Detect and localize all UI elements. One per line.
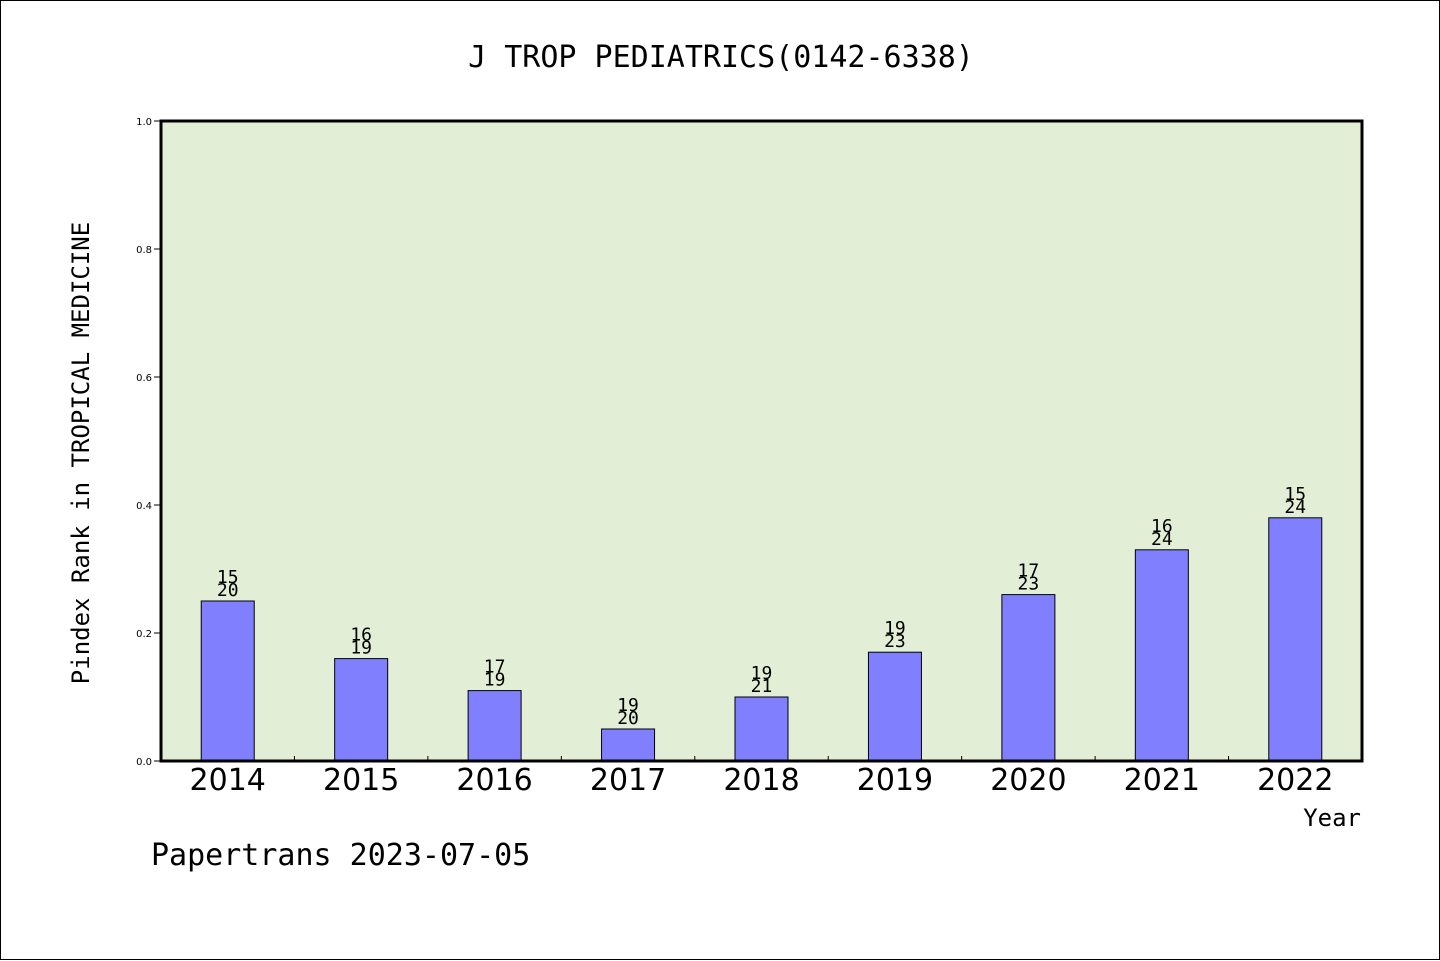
bar-rank-label: 17 (1018, 561, 1040, 582)
x-tick-label: 2017 (590, 763, 666, 798)
y-tick-label: 0.6 (136, 373, 152, 384)
x-tick-label: 2020 (990, 763, 1066, 798)
bar-total-label: 24 (1151, 529, 1173, 550)
bar-total-label: 24 (1284, 497, 1306, 518)
x-tick-label: 2018 (723, 763, 799, 798)
bar (601, 728, 656, 762)
bar-total-label: 21 (751, 676, 773, 697)
bar-rank-label: 15 (1284, 484, 1306, 505)
plot-area: 0.00.20.40.60.81.01520201416192015171920… (136, 117, 1364, 798)
y-axis-label: Pindex Rank in TROPICAL MEDICINE (67, 222, 95, 684)
bar (200, 600, 255, 762)
bar-total-label: 20 (617, 708, 639, 729)
bar (1134, 549, 1189, 762)
bar-total-label: 19 (484, 670, 506, 691)
bar-total-label: 23 (1018, 574, 1040, 595)
y-tick-label: 1.0 (136, 117, 152, 128)
y-tick-label: 0.0 (136, 757, 152, 768)
x-tick-label: 2014 (190, 763, 266, 798)
bar (867, 651, 922, 762)
x-tick-label: 2021 (1124, 763, 1200, 798)
bar-total-label: 20 (217, 580, 239, 601)
y-tick-label: 0.4 (136, 501, 152, 512)
x-axis-label: Year (1303, 804, 1361, 832)
bar-total-label: 19 (350, 638, 372, 659)
bar (334, 658, 389, 762)
plot-border (159, 119, 1364, 763)
y-tick-label: 0.2 (136, 629, 152, 640)
bar (734, 696, 789, 762)
bar (1268, 517, 1323, 762)
bar (467, 690, 522, 762)
bar-rank-label: 16 (1151, 516, 1173, 537)
bar-rank-label: 15 (217, 567, 239, 588)
bar-rank-label: 19 (751, 663, 773, 684)
x-tick-label: 2016 (456, 763, 532, 798)
bar (1001, 594, 1056, 762)
bar-rank-label: 19 (617, 695, 639, 716)
chart-title: J TROP PEDIATRICS(0142-6338) (468, 40, 974, 75)
bar-total-label: 23 (884, 631, 906, 652)
bar-rank-label: 17 (484, 657, 506, 678)
bar-rank-label: 16 (350, 625, 372, 646)
x-tick-label: 2019 (857, 763, 933, 798)
bar-rank-label: 19 (884, 618, 906, 639)
footer-credit: Papertrans 2023-07-05 (151, 838, 530, 873)
y-tick-label: 0.8 (136, 245, 152, 256)
x-tick-label: 2015 (323, 763, 399, 798)
x-tick-label: 2022 (1257, 763, 1333, 798)
